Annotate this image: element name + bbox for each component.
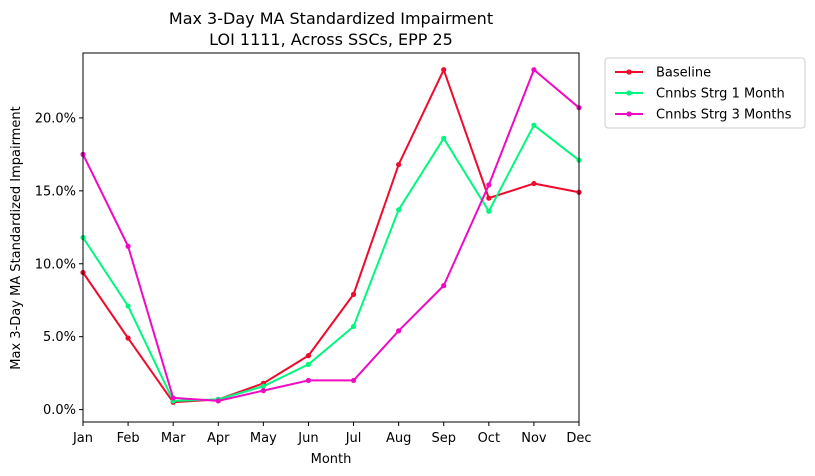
x-tick-label: May (250, 431, 277, 446)
data-point (441, 135, 447, 141)
y-axis-label: Max 3-Day MA Standardized Impairment (9, 106, 24, 369)
data-point (170, 395, 176, 401)
x-tick-label: Mar (161, 431, 186, 446)
data-point (441, 67, 447, 73)
chart-title: Max 3-Day MA Standardized Impairment LOI… (169, 9, 493, 49)
x-tick-label: Jan (72, 431, 93, 446)
data-point (305, 361, 312, 367)
series-line-3 (82, 68, 580, 402)
x-tick-label: Sep (431, 431, 456, 446)
data-point (125, 335, 131, 341)
data-point (260, 388, 266, 394)
x-tick-label: Jul (345, 431, 362, 446)
y-axis: 0.0% 5.0% 10.0% 15.0% 20.0% (35, 111, 83, 418)
data-point (305, 353, 312, 359)
legend-swatch-marker (626, 69, 632, 75)
series-line-2 (82, 124, 580, 402)
chart-title-line-2: LOI 1111, Across SSCs, EPP 25 (209, 30, 453, 49)
legend-box (604, 57, 806, 129)
x-tick-label: Apr (207, 431, 230, 446)
x-tick-label: Aug (386, 431, 411, 446)
data-point (486, 182, 492, 188)
data-point (441, 283, 447, 289)
data-point (531, 180, 537, 187)
data-point (350, 377, 357, 384)
data-point (350, 323, 357, 330)
x-axis: Jan Feb Mar Apr May Jun Jul Aug Sep Oct Nov Dec (72, 422, 592, 446)
data-point (531, 67, 537, 73)
data-point (396, 161, 402, 168)
legend-swatch-marker (626, 111, 632, 117)
x-axis-label: Month (311, 452, 352, 467)
data-point (125, 243, 131, 249)
data-point (260, 383, 266, 389)
y-tick-label: 10.0% (35, 257, 76, 272)
x-tick-label: Nov (521, 431, 547, 446)
data-point (305, 377, 312, 384)
y-tick-label: 5.0% (43, 330, 76, 345)
series-markers (80, 67, 582, 405)
x-tick-label: Dec (566, 431, 591, 446)
data-point (350, 291, 357, 297)
y-tick-label: 0.0% (43, 403, 76, 418)
y-tick-label: 15.0% (35, 184, 76, 199)
plot-frame (82, 52, 580, 423)
series-line-1 (82, 68, 580, 404)
series-lines (82, 68, 580, 404)
legend-swatch-marker (626, 90, 632, 96)
data-point (486, 195, 492, 201)
data-point (531, 122, 537, 128)
chart-title-line-1: Max 3-Day MA Standardized Impairment (169, 9, 493, 28)
x-tick-label: Oct (478, 431, 500, 446)
legend-items: Baseline Cnnbs Strg 1 Month Cnnbs Strg 3 M… (615, 66, 792, 123)
x-tick-label: Feb (117, 431, 140, 446)
data-point (396, 207, 402, 213)
data-point (486, 208, 492, 214)
data-point (215, 398, 221, 404)
data-point (125, 303, 131, 309)
data-point (396, 328, 402, 334)
legend-label: Cnnbs Strg 1 Month (656, 87, 785, 102)
legend: Baseline Cnnbs Strg 1 Month Cnnbs Strg 3 M… (604, 57, 806, 129)
x-tick-label: Jun (297, 431, 318, 446)
y-tick-label: 20.0% (35, 111, 76, 126)
legend-label: Cnnbs Strg 3 Months (656, 108, 792, 123)
legend-label: Baseline (656, 66, 711, 81)
